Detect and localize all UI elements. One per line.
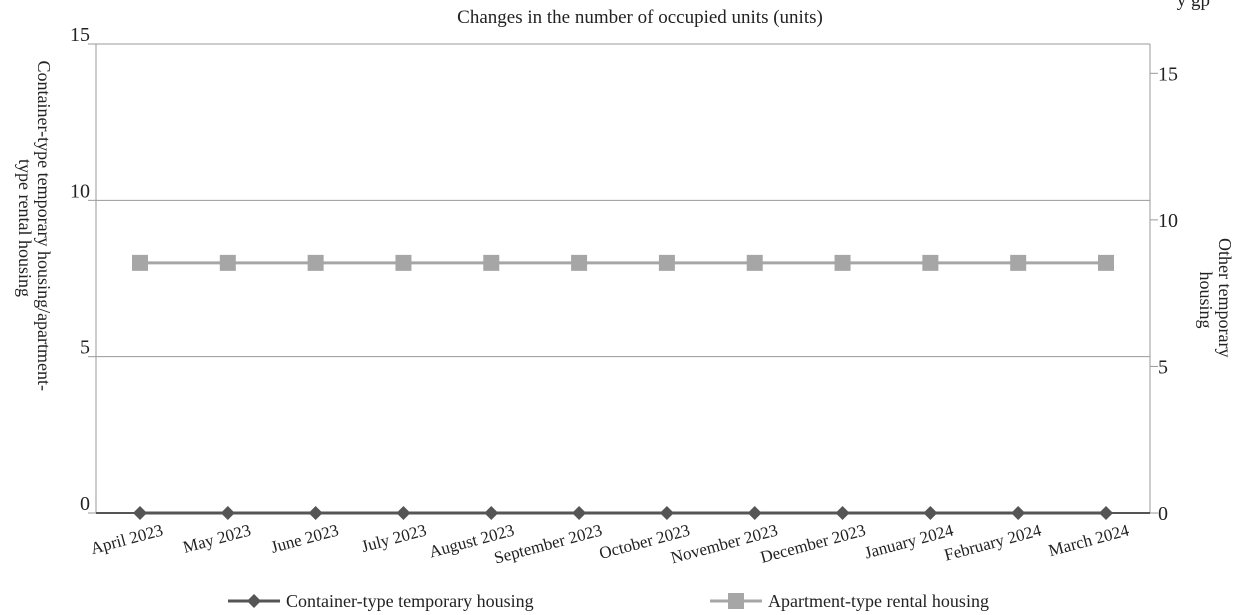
series-1-point-10 bbox=[1010, 254, 1027, 271]
axes bbox=[95, 44, 1151, 514]
series-1-point-9 bbox=[922, 254, 939, 271]
series-layer bbox=[132, 254, 1114, 520]
series-0-point-6 bbox=[659, 506, 674, 520]
legend-label-1: Apartment-type rental housing bbox=[768, 591, 989, 611]
series-1-point-1 bbox=[219, 254, 236, 271]
left-tick-label-3: 15 bbox=[70, 24, 90, 46]
left-tick-label-1: 5 bbox=[80, 337, 90, 359]
gridlines bbox=[96, 43, 1150, 358]
series-0-point-7 bbox=[747, 506, 762, 520]
right-tick-label-3: 15 bbox=[1158, 63, 1178, 85]
left-axis-ticks: 0 5 10 15 bbox=[70, 24, 96, 515]
series-0-point-1 bbox=[220, 506, 235, 520]
series-0-point-2 bbox=[308, 506, 323, 520]
series-0-point-3 bbox=[396, 506, 411, 520]
series-1-point-4 bbox=[483, 254, 500, 271]
legend-marker-0 bbox=[247, 594, 261, 608]
left-tick-label-0: 0 bbox=[80, 493, 90, 515]
left-tick-label-2: 10 bbox=[70, 180, 90, 202]
x-tick-label-0: April 2023 bbox=[89, 521, 166, 559]
chart-title: Changes in the number of occupied units … bbox=[457, 7, 823, 28]
series-0-point-0 bbox=[133, 506, 147, 520]
left-axis-label: Container-type temporary housing/apartme… bbox=[15, 60, 54, 395]
x-tick-label-2: June 2023 bbox=[269, 521, 341, 557]
left-axis-label-line-2: type rental housing bbox=[15, 159, 35, 297]
x-tick-label-11: March 2024 bbox=[1046, 520, 1131, 560]
right-tick-label-1: 5 bbox=[1158, 356, 1168, 378]
series-0-point-4 bbox=[484, 506, 499, 520]
left-axis-label-line-1: Container-type temporary housing/apartme… bbox=[34, 60, 54, 391]
series-1-point-5 bbox=[571, 254, 588, 271]
x-tick-label-3: July 2023 bbox=[359, 521, 428, 557]
right-axis-label-line-2: housing bbox=[1196, 271, 1216, 328]
series-1-point-0 bbox=[132, 254, 148, 271]
series-1-point-7 bbox=[746, 254, 763, 271]
x-tick-label-9: January 2024 bbox=[862, 520, 955, 562]
legend: Container-type temporary housing Apartmen… bbox=[228, 591, 989, 611]
series-1-point-6 bbox=[658, 254, 675, 271]
legend-marker-1 bbox=[728, 593, 744, 609]
right-tick-label-2: 10 bbox=[1158, 210, 1178, 232]
series-1-point-3 bbox=[395, 254, 412, 271]
x-axis-ticks: April 2023 May 2023 June 2023 July 2023Augu… bbox=[89, 520, 1132, 567]
right-axis-label-line-1: Other temporary bbox=[1215, 238, 1235, 357]
series-1-point-8 bbox=[834, 254, 851, 271]
right-tick-label-0: 0 bbox=[1158, 503, 1168, 525]
x-tick-label-1: May 2023 bbox=[181, 521, 253, 557]
series-0-point-9 bbox=[923, 506, 938, 520]
series-1-point-2 bbox=[307, 254, 324, 271]
cropped-header-text: y gp bbox=[1177, 0, 1210, 11]
series-0-point-5 bbox=[572, 506, 587, 520]
right-axis-ticks: 0 5 10 15 bbox=[1150, 63, 1178, 525]
series-0-point-10 bbox=[1011, 506, 1026, 520]
legend-label-0: Container-type temporary housing bbox=[286, 591, 534, 611]
x-tick-label-10: February 2024 bbox=[942, 520, 1044, 564]
right-axis-label: Other temporary housing bbox=[1196, 238, 1235, 362]
series-0-point-8 bbox=[835, 506, 850, 520]
series-0-point-11 bbox=[1099, 506, 1113, 520]
series-1-point-11 bbox=[1098, 254, 1114, 271]
